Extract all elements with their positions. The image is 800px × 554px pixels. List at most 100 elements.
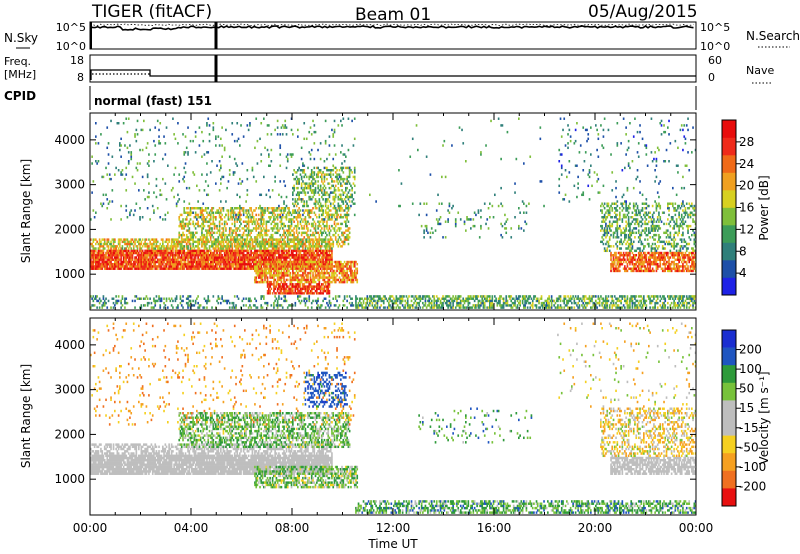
power-cell	[327, 229, 330, 232]
power-cell	[110, 265, 112, 268]
power-cell	[332, 233, 335, 237]
power-cell	[286, 265, 289, 268]
power-cell	[329, 175, 332, 179]
power-cell	[268, 249, 270, 253]
cpid-value: normal (fast) 151	[94, 94, 212, 108]
power-cell	[232, 249, 235, 253]
power-cell	[273, 247, 275, 250]
power-cell	[162, 254, 164, 257]
power-cell	[126, 238, 129, 241]
power-cell	[280, 280, 283, 284]
power-cell	[127, 151, 130, 154]
power-cell	[231, 216, 234, 219]
power-cell	[239, 177, 241, 181]
power-cell	[242, 260, 245, 264]
power-cell	[371, 297, 374, 300]
power-cell	[283, 280, 285, 284]
power-cell	[292, 186, 294, 190]
power-cell	[228, 245, 231, 248]
power-cell	[232, 238, 235, 241]
power-cell	[269, 195, 271, 199]
power-cell	[141, 254, 144, 257]
power-cell	[278, 204, 280, 208]
power-cell	[307, 247, 309, 250]
power-cell	[222, 207, 225, 210]
power-cell	[101, 249, 104, 253]
power-cell	[159, 265, 162, 268]
power-cell	[302, 198, 304, 201]
power-cell	[327, 260, 330, 264]
power-cell	[173, 173, 175, 176]
power-cell	[375, 306, 377, 309]
power-cell	[125, 189, 128, 192]
power-cell	[191, 258, 193, 261]
power-cell	[125, 260, 128, 264]
power-cell	[213, 249, 216, 253]
power-cell	[341, 278, 343, 282]
power-cell	[338, 271, 341, 275]
power-cell	[299, 292, 302, 295]
power-cell	[183, 240, 186, 244]
power-cell	[303, 231, 306, 235]
power-cell	[340, 269, 342, 273]
power-cell	[310, 148, 313, 152]
power-cell	[289, 233, 292, 237]
power-cell	[299, 258, 302, 261]
power-cell	[257, 231, 260, 235]
power-cell	[120, 256, 122, 259]
power-cell	[217, 238, 220, 241]
power-cell	[228, 240, 231, 244]
power-cell	[329, 218, 332, 221]
power-cell	[324, 231, 327, 235]
power-cell	[304, 251, 307, 255]
power-cell	[257, 233, 260, 237]
power-cell	[183, 260, 186, 264]
power-cell	[202, 216, 205, 219]
power-cell	[265, 276, 268, 279]
power-cell	[148, 247, 150, 250]
power-cell	[163, 245, 165, 248]
power-cell	[107, 245, 110, 248]
power-cell	[309, 182, 312, 185]
power-cell	[188, 254, 191, 257]
power-cell	[222, 265, 225, 268]
power-cell	[249, 256, 251, 259]
power-cell	[242, 247, 245, 250]
power-cell	[156, 119, 159, 123]
power-cell	[116, 245, 119, 248]
power-cell	[129, 258, 131, 261]
power-cell	[126, 263, 129, 266]
power-cell	[192, 240, 194, 244]
power-cell	[251, 265, 254, 268]
power-cell	[222, 233, 225, 237]
power-cell	[184, 135, 187, 138]
power-cell	[208, 231, 211, 235]
power-cell	[215, 263, 217, 266]
power-cell	[268, 240, 270, 244]
power-cell	[96, 265, 98, 268]
power-cell	[102, 265, 105, 268]
power-cell	[201, 242, 203, 246]
power-cell	[204, 207, 207, 210]
power-cell	[274, 258, 276, 261]
power-cell	[192, 222, 194, 226]
power-cell	[134, 182, 136, 185]
power-cell	[302, 245, 304, 248]
power-cell	[232, 173, 235, 176]
power-cell	[184, 251, 187, 255]
power-cell	[279, 153, 282, 156]
power-cell	[188, 256, 191, 259]
power-cell	[300, 218, 303, 221]
power-cell	[225, 245, 227, 248]
nave-label: Nave	[746, 64, 774, 77]
power-cell	[220, 218, 222, 221]
power-cell	[289, 258, 292, 261]
power-cell	[376, 301, 379, 305]
power-cell	[149, 263, 151, 266]
power-cell	[97, 265, 100, 268]
power-cell	[245, 220, 247, 223]
power-cell	[101, 256, 104, 259]
power-cell	[241, 209, 244, 212]
power-cell	[346, 166, 348, 170]
power-cell	[292, 274, 294, 277]
